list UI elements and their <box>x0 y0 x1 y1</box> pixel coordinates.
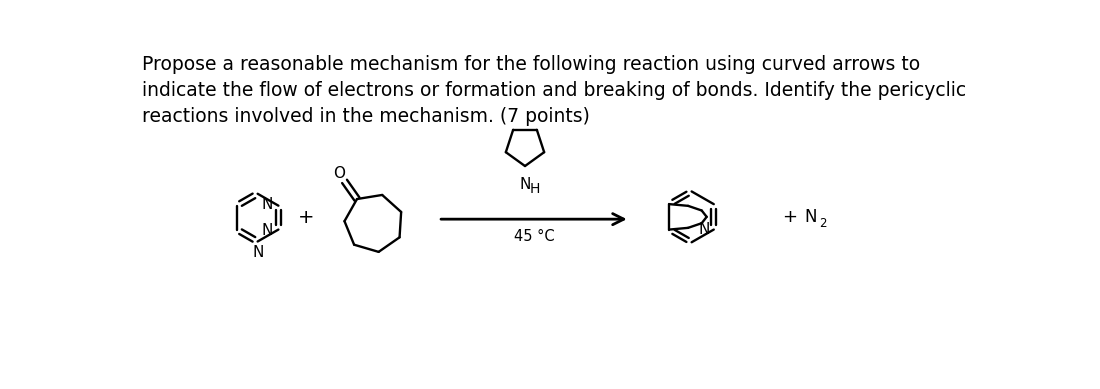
Text: O: O <box>333 166 345 181</box>
Text: H: H <box>530 182 540 196</box>
Text: +: + <box>782 208 797 226</box>
Text: N: N <box>262 197 273 212</box>
Text: N: N <box>519 177 530 192</box>
Text: N: N <box>262 223 273 238</box>
Text: Propose a reasonable mechanism for the following reaction using curved arrows to: Propose a reasonable mechanism for the f… <box>142 55 966 126</box>
Text: +: + <box>298 208 315 227</box>
Text: N: N <box>253 245 264 260</box>
Text: 45 °C: 45 °C <box>514 229 554 244</box>
Text: N: N <box>804 208 816 226</box>
Text: 2: 2 <box>818 217 826 230</box>
Text: N: N <box>698 222 710 237</box>
